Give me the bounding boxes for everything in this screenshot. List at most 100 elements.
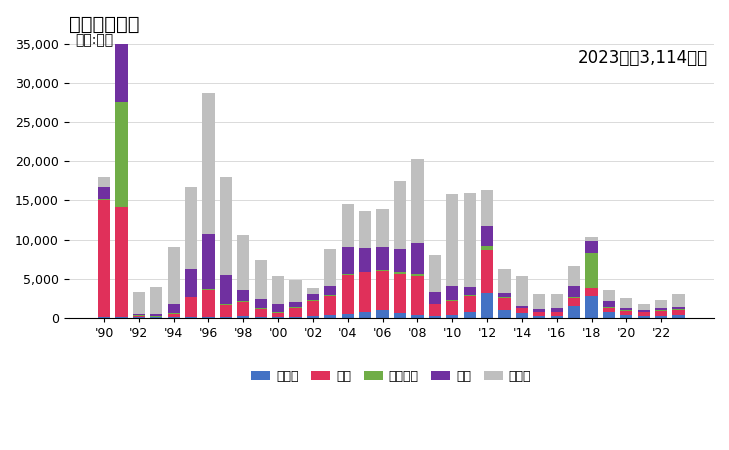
Bar bbox=[655, 311, 667, 316]
Bar bbox=[359, 311, 371, 318]
Bar bbox=[446, 315, 459, 318]
Bar bbox=[603, 290, 615, 301]
Bar bbox=[411, 243, 424, 274]
Bar bbox=[464, 296, 476, 311]
Bar bbox=[185, 317, 197, 318]
Bar bbox=[185, 187, 197, 269]
Bar bbox=[394, 274, 406, 313]
Bar bbox=[133, 314, 145, 315]
Bar bbox=[168, 314, 180, 317]
Bar bbox=[237, 290, 249, 302]
Bar bbox=[533, 311, 545, 312]
Bar bbox=[481, 250, 493, 293]
Bar bbox=[133, 315, 145, 316]
Bar bbox=[429, 316, 441, 318]
Bar bbox=[115, 317, 128, 318]
Bar bbox=[324, 286, 337, 295]
Bar bbox=[533, 316, 545, 318]
Bar bbox=[516, 276, 528, 306]
Bar bbox=[376, 310, 389, 318]
Bar bbox=[481, 293, 493, 318]
Bar bbox=[394, 272, 406, 274]
Bar bbox=[289, 307, 302, 308]
Bar bbox=[98, 199, 110, 200]
Bar bbox=[429, 305, 441, 316]
Bar bbox=[499, 269, 510, 293]
Bar bbox=[464, 311, 476, 318]
Bar bbox=[568, 306, 580, 318]
Bar bbox=[376, 271, 389, 310]
Bar bbox=[289, 302, 302, 307]
Bar bbox=[499, 298, 510, 310]
Bar bbox=[289, 317, 302, 318]
Bar bbox=[254, 317, 267, 318]
Bar bbox=[324, 249, 337, 286]
Bar bbox=[342, 314, 354, 318]
Bar bbox=[203, 234, 214, 289]
Bar bbox=[585, 237, 598, 241]
Bar bbox=[429, 255, 441, 292]
Bar bbox=[464, 194, 476, 287]
Bar bbox=[98, 200, 110, 317]
Bar bbox=[272, 313, 284, 317]
Bar bbox=[237, 316, 249, 318]
Bar bbox=[411, 274, 424, 275]
Bar bbox=[603, 311, 615, 318]
Bar bbox=[672, 293, 685, 307]
Bar bbox=[203, 93, 214, 234]
Bar bbox=[359, 248, 371, 272]
Bar bbox=[376, 247, 389, 270]
Bar bbox=[220, 275, 232, 305]
Bar bbox=[376, 209, 389, 247]
Bar bbox=[324, 296, 337, 315]
Bar bbox=[185, 297, 197, 317]
Bar bbox=[620, 308, 633, 310]
Bar bbox=[272, 317, 284, 318]
Bar bbox=[585, 253, 598, 288]
Bar bbox=[516, 308, 528, 313]
Bar bbox=[133, 316, 145, 317]
Bar bbox=[220, 177, 232, 275]
Bar bbox=[655, 310, 667, 311]
Bar bbox=[272, 275, 284, 305]
Bar bbox=[324, 295, 337, 296]
Bar bbox=[394, 249, 406, 272]
Bar bbox=[254, 308, 267, 309]
Bar bbox=[533, 312, 545, 316]
Bar bbox=[464, 295, 476, 296]
Bar bbox=[568, 298, 580, 306]
Bar bbox=[150, 287, 163, 314]
Bar bbox=[620, 315, 633, 318]
Bar bbox=[254, 260, 267, 299]
Bar bbox=[168, 313, 180, 314]
Bar bbox=[603, 307, 615, 308]
Bar bbox=[98, 187, 110, 199]
Bar bbox=[220, 305, 232, 317]
Legend: インド, 中国, メキシコ, 韓国, その他: インド, 中国, メキシコ, 韓国, その他 bbox=[246, 365, 537, 388]
Bar bbox=[115, 25, 128, 27]
Bar bbox=[499, 293, 510, 297]
Bar bbox=[620, 311, 633, 315]
Bar bbox=[237, 235, 249, 290]
Bar bbox=[150, 314, 163, 316]
Bar bbox=[359, 272, 371, 311]
Bar bbox=[342, 274, 354, 275]
Bar bbox=[289, 280, 302, 302]
Bar bbox=[446, 301, 459, 315]
Bar bbox=[585, 288, 598, 296]
Bar bbox=[533, 293, 545, 309]
Bar bbox=[115, 102, 128, 207]
Bar bbox=[481, 246, 493, 250]
Bar bbox=[568, 297, 580, 298]
Bar bbox=[672, 307, 685, 309]
Bar bbox=[568, 286, 580, 297]
Bar bbox=[499, 310, 510, 318]
Bar bbox=[185, 269, 197, 297]
Bar bbox=[203, 317, 214, 318]
Bar bbox=[307, 300, 319, 301]
Bar bbox=[394, 313, 406, 318]
Bar bbox=[550, 312, 563, 316]
Bar bbox=[446, 286, 459, 300]
Bar bbox=[237, 302, 249, 316]
Bar bbox=[307, 294, 319, 300]
